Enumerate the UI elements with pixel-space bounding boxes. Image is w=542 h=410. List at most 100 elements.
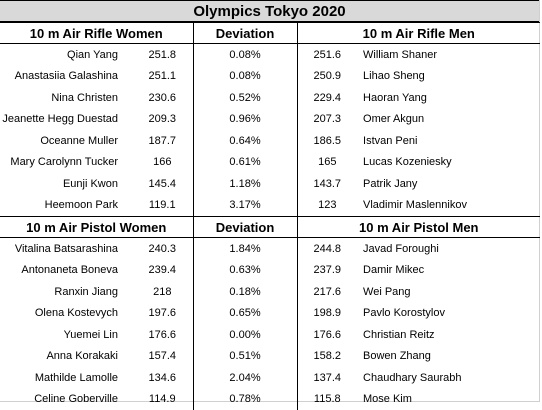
women-athlete-cell[interactable]: Eunji Kwon (0, 173, 132, 195)
deviation-cell[interactable]: 0.18% (193, 281, 297, 303)
men-score-cell[interactable]: 198.9 (297, 303, 357, 325)
men-athlete-cell[interactable]: Vladimir Maslennikov (357, 195, 540, 217)
men-athlete-cell[interactable]: Pavlo Korostylov (357, 303, 540, 325)
men-athlete-cell[interactable]: Mose Kim (357, 389, 540, 410)
men-score-cell[interactable]: 237.9 (297, 260, 357, 282)
women-score-cell[interactable]: 230.6 (132, 87, 193, 109)
women-score-cell[interactable]: 134.6 (132, 367, 193, 389)
men-athlete-cell[interactable]: Javad Foroughi (357, 238, 540, 260)
women-athlete-cell[interactable]: Oceanne Muller (0, 130, 132, 152)
women-athlete-cell[interactable]: Antonaneta Boneva (0, 260, 132, 282)
men-athlete-cell[interactable]: Damir Mikec (357, 260, 540, 282)
women-score-cell[interactable]: 239.4 (132, 260, 193, 282)
men-event-header[interactable]: 10 m Air Rifle Men (297, 23, 540, 44)
deviation-cell[interactable]: 2.04% (193, 367, 297, 389)
men-athlete-cell[interactable]: Chaudhary Saurabh (357, 367, 540, 389)
women-athlete-cell[interactable]: Ranxin Jiang (0, 281, 132, 303)
deviation-cell[interactable]: 1.18% (193, 173, 297, 195)
women-score-cell[interactable]: 145.4 (132, 173, 193, 195)
men-athlete-cell[interactable]: Omer Akgun (357, 109, 540, 131)
women-score-cell[interactable]: 240.3 (132, 238, 193, 260)
men-athlete-cell[interactable]: Lucas Kozeniesky (357, 152, 540, 174)
men-event-header[interactable]: 10 m Air Pistol Men (297, 217, 540, 238)
deviation-header[interactable]: Deviation (193, 217, 297, 238)
women-score-cell[interactable]: 187.7 (132, 130, 193, 152)
deviation-cell[interactable]: 0.08% (193, 66, 297, 88)
men-score-cell[interactable]: 244.8 (297, 238, 357, 260)
women-score-cell[interactable]: 157.4 (132, 346, 193, 368)
men-score-cell[interactable]: 176.6 (297, 324, 357, 346)
deviation-cell[interactable]: 0.08% (193, 44, 297, 66)
deviation-cell[interactable]: 3.17% (193, 195, 297, 217)
deviation-cell[interactable]: 0.61% (193, 152, 297, 174)
men-athlete-cell[interactable]: Patrik Jany (357, 173, 540, 195)
women-athlete-cell[interactable]: Heemoon Park (0, 195, 132, 217)
deviation-cell[interactable]: 0.64% (193, 130, 297, 152)
men-score-cell[interactable]: 250.9 (297, 66, 357, 88)
women-score-cell[interactable]: 176.6 (132, 324, 193, 346)
women-score-cell[interactable]: 218 (132, 281, 193, 303)
men-athlete-cell[interactable]: Christian Reitz (357, 324, 540, 346)
men-score-cell[interactable]: 123 (297, 195, 357, 217)
spreadsheet: Olympics Tokyo 2020 10 m Air Rifle Women… (0, 0, 540, 402)
men-athlete-cell[interactable]: Lihao Sheng (357, 66, 540, 88)
deviation-header[interactable]: Deviation (193, 23, 297, 44)
women-score-cell[interactable]: 251.1 (132, 66, 193, 88)
women-athlete-cell[interactable]: Anna Korakaki (0, 346, 132, 368)
men-score-cell[interactable]: 143.7 (297, 173, 357, 195)
women-athlete-cell[interactable]: Mathilde Lamolle (0, 367, 132, 389)
deviation-cell[interactable]: 0.51% (193, 346, 297, 368)
men-athlete-cell[interactable]: Wei Pang (357, 281, 540, 303)
deviation-cell[interactable]: 0.96% (193, 109, 297, 131)
men-score-cell[interactable]: 251.6 (297, 44, 357, 66)
women-score-cell[interactable]: 209.3 (132, 109, 193, 131)
deviation-cell[interactable]: 0.52% (193, 87, 297, 109)
women-athlete-cell[interactable]: Vitalina Batsarashina (0, 238, 132, 260)
women-athlete-cell[interactable]: Olena Kostevych (0, 303, 132, 325)
women-athlete-cell[interactable]: Mary Carolynn Tucker (0, 152, 132, 174)
women-score-cell[interactable]: 114.9 (132, 389, 193, 410)
men-score-cell[interactable]: 186.5 (297, 130, 357, 152)
men-athlete-cell[interactable]: Istvan Peni (357, 130, 540, 152)
women-athlete-cell[interactable]: Yuemei Lin (0, 324, 132, 346)
women-score-cell[interactable]: 251.8 (132, 44, 193, 66)
women-score-cell[interactable]: 197.6 (132, 303, 193, 325)
women-athlete-cell[interactable]: Nina Christen (0, 87, 132, 109)
men-score-cell[interactable]: 137.4 (297, 367, 357, 389)
women-athlete-cell[interactable]: Qian Yang (0, 44, 132, 66)
men-score-cell[interactable]: 158.2 (297, 346, 357, 368)
men-athlete-cell[interactable]: William Shaner (357, 44, 540, 66)
women-athlete-cell[interactable]: Celine Goberville (0, 389, 132, 410)
women-event-header[interactable]: 10 m Air Rifle Women (0, 23, 193, 44)
deviation-cell[interactable]: 1.84% (193, 238, 297, 260)
men-score-cell[interactable]: 207.3 (297, 109, 357, 131)
women-score-cell[interactable]: 166 (132, 152, 193, 174)
deviation-cell[interactable]: 0.78% (193, 389, 297, 410)
women-athlete-cell[interactable]: Anastasiia Galashina (0, 66, 132, 88)
women-event-header[interactable]: 10 m Air Pistol Women (0, 217, 193, 238)
women-score-cell[interactable]: 119.1 (132, 195, 193, 217)
men-athlete-cell[interactable]: Haoran Yang (357, 87, 540, 109)
men-score-cell[interactable]: 165 (297, 152, 357, 174)
men-score-cell[interactable]: 217.6 (297, 281, 357, 303)
deviation-cell[interactable]: 0.63% (193, 260, 297, 282)
men-athlete-cell[interactable]: Bowen Zhang (357, 346, 540, 368)
deviation-cell[interactable]: 0.65% (193, 303, 297, 325)
deviation-cell[interactable]: 0.00% (193, 324, 297, 346)
women-athlete-cell[interactable]: Jeanette Hegg Duestad (0, 109, 132, 131)
men-score-cell[interactable]: 229.4 (297, 87, 357, 109)
men-score-cell[interactable]: 115.8 (297, 389, 357, 410)
